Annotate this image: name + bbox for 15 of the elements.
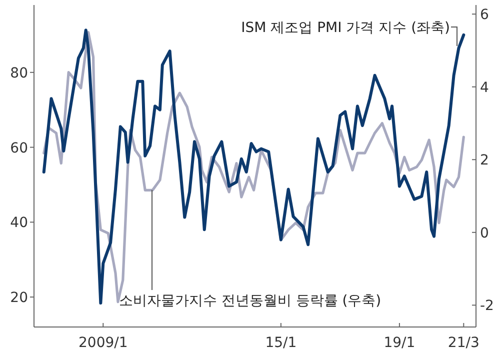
x-tick-label: 2009/1 [78, 335, 128, 351]
series-label: 소비자물가지수 전년동월비 등락률 (우축) [118, 293, 382, 309]
y2-tick-label: -2 [480, 298, 494, 314]
y2-tick-label: 2 [480, 152, 489, 169]
y2-tick-label: 4 [480, 80, 489, 96]
y2-tick-label: 0 [480, 225, 489, 242]
y2-tick-label: 6 [480, 7, 489, 24]
x-tick-label: 21/3 [448, 335, 480, 351]
x-tick-label: 19/1 [384, 335, 416, 351]
y-tick-label: 20 [10, 290, 28, 306]
y-tick-label: 60 [10, 140, 28, 156]
x-tick-label: 15/1 [265, 335, 297, 351]
y-tick-label: 80 [10, 65, 28, 82]
series-label: ISM 제조업 PMI 가격 지수 (좌축) [241, 20, 450, 36]
y-tick-label: 40 [10, 215, 28, 232]
